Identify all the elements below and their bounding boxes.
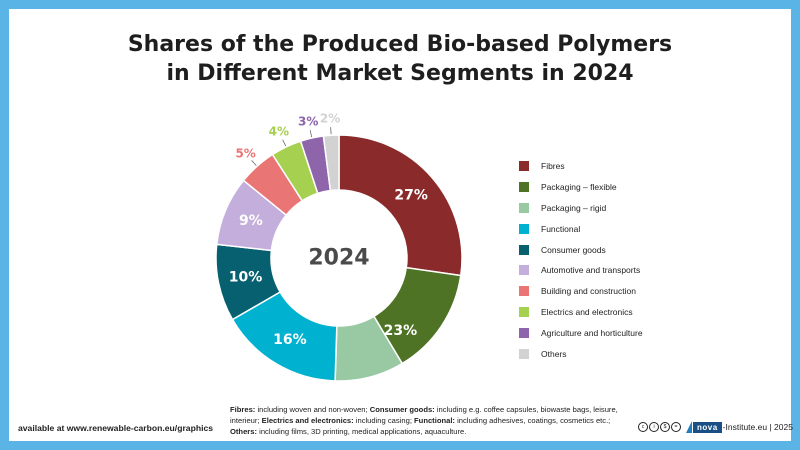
cc-by-icon: i [649, 422, 659, 432]
legend-label: Electrics and electronics [541, 306, 633, 317]
data-label-others: 2% [320, 111, 340, 125]
legend-label: Automotive and transports [541, 265, 641, 276]
legend-label: Packaging – rigid [541, 202, 607, 213]
legend-item-automotive-and-transports: Automotive and transports [519, 260, 643, 281]
legend-item-functional: Functional [519, 218, 643, 239]
data-label-functional: 16% [273, 332, 307, 348]
chart-footnote: Fibres: including woven and non-woven; C… [230, 404, 630, 437]
donut-slice-fibres [338, 134, 463, 277]
nova-logo-icon [686, 421, 692, 433]
legend-label: Fibres [541, 161, 565, 172]
footnote-others-label: Others: [230, 427, 258, 436]
legend-swatch [519, 265, 529, 276]
legend-label: Consumer goods [541, 244, 606, 255]
legend-label: Agriculture and horticulture [541, 327, 643, 338]
source-link[interactable]: available at www.renewable-carbon.eu/gra… [18, 423, 214, 433]
data-label-building-and-construction: 5% [235, 147, 255, 161]
data-label-fibres: 27% [394, 187, 428, 203]
footnote-functional-label: Functional: [414, 416, 455, 425]
legend-label: Building and construction [541, 286, 636, 297]
footnote-fibres-label: Fibres: [230, 405, 256, 414]
nova-logo-text: nova [693, 421, 722, 433]
legend-label: Functional [541, 223, 581, 234]
credit-text: -Institute.eu | 2025 [722, 422, 793, 432]
footnote-fibres-text: including woven and non-woven; [255, 405, 370, 414]
legend-swatch [519, 161, 529, 172]
legend-item-building-and-construction: Building and construction [519, 281, 643, 302]
legend-item-fibres: Fibres [519, 156, 643, 177]
chart-title-line-1: Shares of the Produced Bio-based Polymer… [127, 32, 673, 57]
legend-label: Packaging – flexible [541, 182, 617, 193]
leader-line-building-and-construction [251, 160, 257, 166]
leader-line-agriculture-and-horticulture [309, 130, 313, 138]
legend-swatch [519, 348, 529, 359]
legend-item-electrics-and-electronics: Electrics and electronics [519, 302, 643, 323]
cc-nc-icon: $ [660, 422, 670, 432]
legend-swatch [519, 244, 529, 255]
data-label-electrics-and-electronics: 4% [269, 125, 289, 139]
chart-legend: Fibres Packaging – flexible Packaging – ri… [519, 156, 643, 364]
footnote-electrics-text: including casing; [353, 416, 415, 425]
donut-center-label: 2024 [308, 246, 369, 271]
legend-swatch [519, 202, 529, 213]
cc-nd-icon: = [671, 422, 681, 432]
data-label-agriculture-and-horticulture: 3% [298, 114, 318, 128]
legend-swatch [519, 223, 529, 234]
data-label-consumer-goods: 10% [229, 270, 263, 286]
legend-swatch [519, 286, 529, 297]
legend-label: Others [541, 348, 567, 359]
leader-line-electrics-and-electronics [282, 139, 287, 147]
footnote-functional-text: including adhesives, coatings, cosmetics… [454, 416, 611, 425]
legend-swatch [519, 182, 529, 193]
legend-item-others: Others [519, 343, 643, 364]
footnote-electrics-label: Electrics and electronics: [261, 416, 354, 425]
footnote-consumer-label: Consumer goods: [369, 405, 435, 414]
license-icons: c i $ = [638, 422, 682, 432]
footnote-others-text: including films, 3D printing, medical ap… [257, 427, 467, 436]
chart-title-line-2: in Different Market Segments in 2024 [166, 61, 634, 86]
legend-item-agriculture-and-horticulture: Agriculture and horticulture [519, 322, 643, 343]
footnote-consumer-text: including e.g. coffee capsules, biowaste… [230, 405, 618, 425]
legend-swatch [519, 306, 529, 317]
legend-swatch [519, 327, 529, 338]
legend-item-consumer-goods: Consumer goods [519, 239, 643, 260]
donut-slice-others [322, 134, 340, 192]
credit-block: c i $ = nova -Institute.eu | 2025 [638, 421, 793, 433]
cc-license-icon: c [638, 422, 648, 432]
legend-item-packaging-rigid: Packaging – rigid [519, 198, 643, 219]
data-label-group-23: 23% [384, 323, 418, 339]
data-label-automotive-and-transports: 9% [239, 213, 263, 229]
chart-title: Shares of the Produced Bio-based Polymer… [0, 30, 800, 88]
legend-item-packaging-flexible: Packaging – flexible [519, 177, 643, 198]
